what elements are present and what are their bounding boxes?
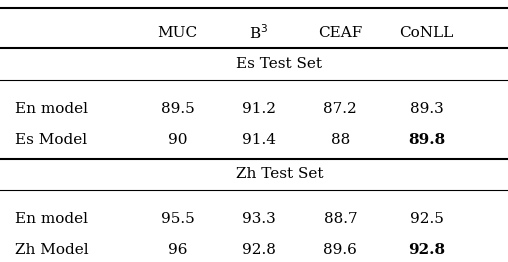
Text: 89.5: 89.5 xyxy=(161,102,195,116)
Text: 92.5: 92.5 xyxy=(410,212,443,226)
Text: 88.7: 88.7 xyxy=(324,212,357,226)
Text: Es Test Set: Es Test Set xyxy=(236,57,323,71)
Text: 91.4: 91.4 xyxy=(242,133,276,147)
Text: 92.8: 92.8 xyxy=(408,243,446,257)
Text: 88: 88 xyxy=(331,133,350,147)
Text: 95.5: 95.5 xyxy=(161,212,195,226)
Text: 92.8: 92.8 xyxy=(242,243,276,257)
Text: 91.2: 91.2 xyxy=(242,102,276,116)
Text: CoNLL: CoNLL xyxy=(400,26,454,40)
Text: 87.2: 87.2 xyxy=(324,102,357,116)
Text: MUC: MUC xyxy=(158,26,198,40)
Text: En model: En model xyxy=(15,102,88,116)
Text: Zh Model: Zh Model xyxy=(15,243,89,257)
Text: Zh Test Set: Zh Test Set xyxy=(236,167,323,181)
Text: En model: En model xyxy=(15,212,88,226)
Text: 89.3: 89.3 xyxy=(410,102,443,116)
Text: CEAF: CEAF xyxy=(318,26,363,40)
Text: 93.3: 93.3 xyxy=(242,212,276,226)
Text: B$^3$: B$^3$ xyxy=(249,23,269,42)
Text: 89.6: 89.6 xyxy=(324,243,357,257)
Text: 89.8: 89.8 xyxy=(408,133,446,147)
Text: 96: 96 xyxy=(168,243,187,257)
Text: 90: 90 xyxy=(168,133,187,147)
Text: Es Model: Es Model xyxy=(15,133,87,147)
